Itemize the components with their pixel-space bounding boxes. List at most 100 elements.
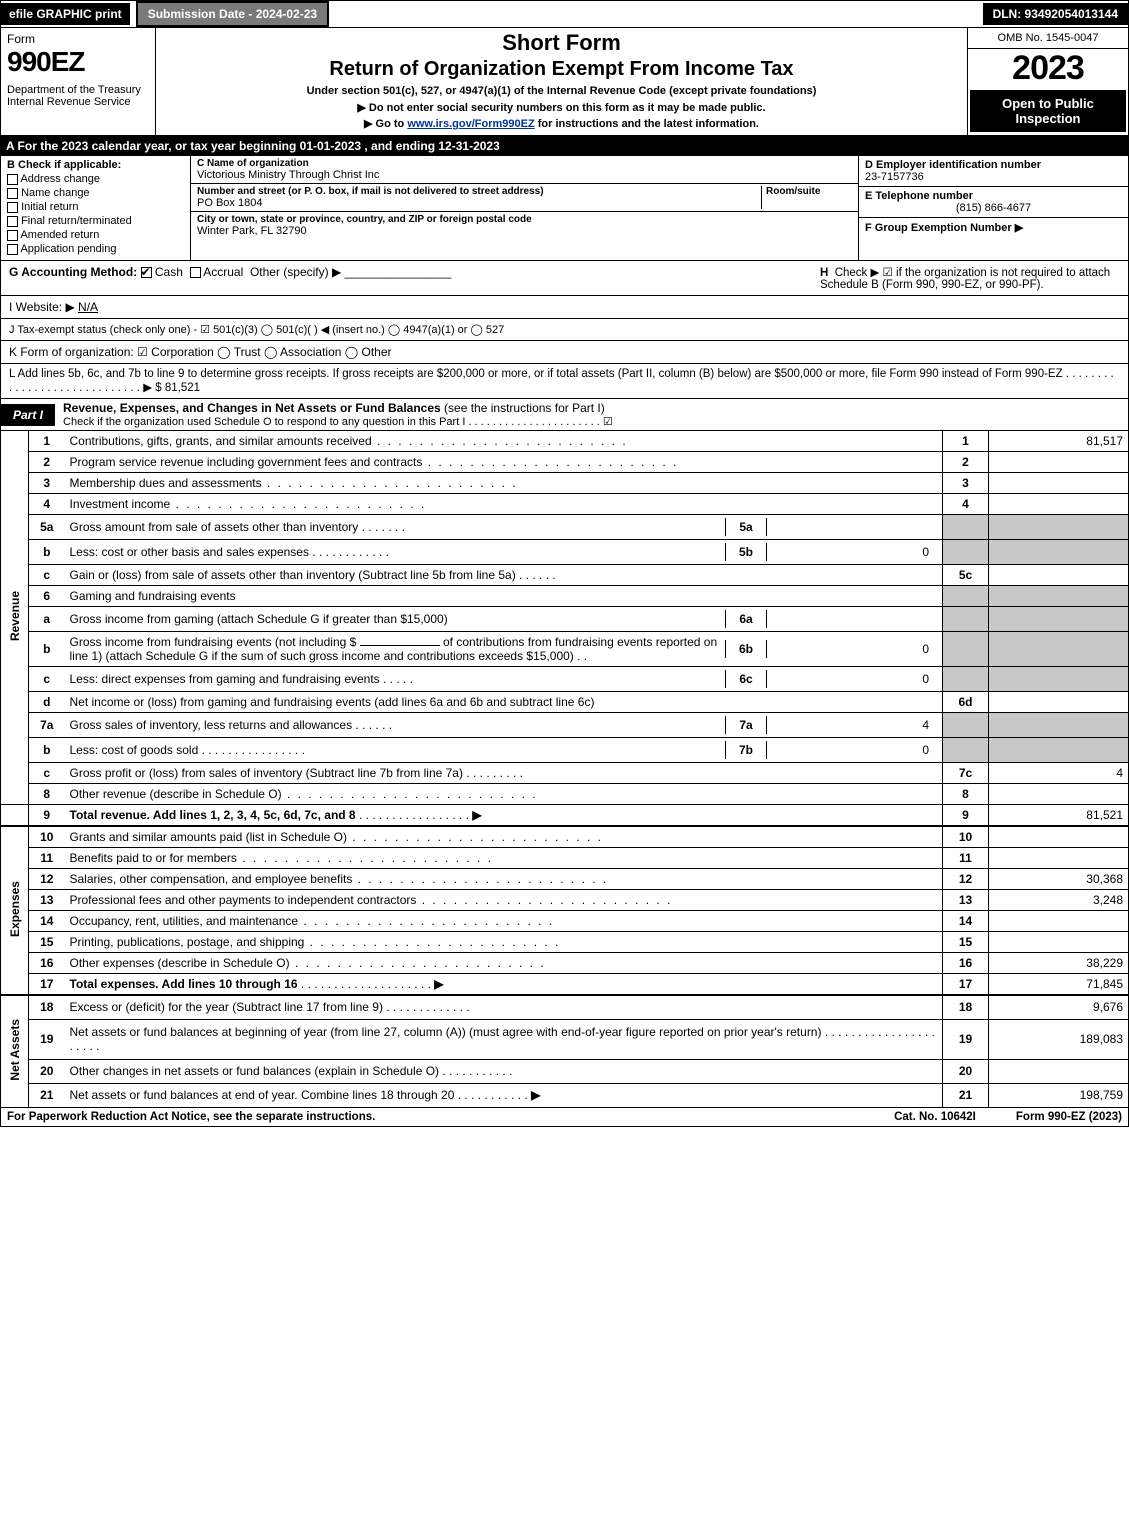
form-word: Form bbox=[7, 32, 149, 46]
website-value: N/A bbox=[78, 300, 98, 314]
chk-accrual[interactable] bbox=[190, 267, 201, 278]
row-7a: 7aGross sales of inventory, less returns… bbox=[1, 713, 1129, 738]
treasury-dept: Department of the Treasury Internal Reve… bbox=[7, 84, 149, 108]
amt-13: 3,248 bbox=[989, 890, 1129, 911]
f-group-lbl: F Group Exemption Number ▶ bbox=[865, 222, 1023, 234]
ein-value: 23-7157736 bbox=[865, 171, 1122, 183]
row-6d: dNet income or (loss) from gaming and fu… bbox=[1, 692, 1129, 713]
row-18: Net Assets 18Excess or (deficit) for the… bbox=[1, 995, 1129, 1019]
right-header: OMB No. 1545-0047 2023 Open to Public In… bbox=[968, 28, 1128, 135]
part-i-header: Part I Revenue, Expenses, and Changes in… bbox=[0, 399, 1129, 431]
amt-21: 198,759 bbox=[989, 1083, 1129, 1107]
org-address: PO Box 1804 bbox=[197, 197, 757, 209]
l-amount: 81,521 bbox=[165, 382, 200, 394]
tax-year: 2023 bbox=[968, 49, 1128, 88]
row-5c: cGain or (loss) from sale of assets othe… bbox=[1, 565, 1129, 586]
form-header: Form 990EZ Department of the Treasury In… bbox=[0, 28, 1129, 136]
goto-note: ▶ Go to www.irs.gov/Form990EZ for instru… bbox=[162, 117, 961, 130]
section-c: C Name of organization Victorious Minist… bbox=[191, 156, 858, 260]
amt-16: 38,229 bbox=[989, 953, 1129, 974]
part-i-title: Revenue, Expenses, and Changes in Net As… bbox=[55, 399, 1128, 430]
chk-name-change[interactable]: Name change bbox=[7, 187, 184, 199]
chk-amended[interactable]: Amended return bbox=[7, 229, 184, 241]
room-suite-hdr: Room/suite bbox=[762, 186, 852, 209]
e-tel-lbl: E Telephone number bbox=[865, 190, 1122, 202]
h-label: H bbox=[820, 267, 828, 279]
row-8: 8Other revenue (describe in Schedule O)8 bbox=[1, 784, 1129, 805]
line-a: A For the 2023 calendar year, or tax yea… bbox=[0, 136, 1129, 156]
line-k: K Form of organization: ☑ Corporation ◯ … bbox=[0, 341, 1129, 364]
chk-pending[interactable]: Application pending bbox=[7, 243, 184, 255]
row-15: 15Printing, publications, postage, and s… bbox=[1, 932, 1129, 953]
section-def: D Employer identification number 23-7157… bbox=[858, 156, 1128, 260]
part-i-sub: Check if the organization used Schedule … bbox=[63, 415, 1120, 428]
amt-9: 81,521 bbox=[989, 805, 1129, 827]
row-13: 13Professional fees and other payments t… bbox=[1, 890, 1129, 911]
row-12: 12Salaries, other compensation, and empl… bbox=[1, 869, 1129, 890]
chk-cash[interactable] bbox=[141, 267, 152, 278]
irs-link[interactable]: www.irs.gov/Form990EZ bbox=[407, 118, 534, 130]
revenue-side: Revenue bbox=[8, 571, 22, 661]
chk-address-change[interactable]: Address change bbox=[7, 173, 184, 185]
c-name-hdr: C Name of organization bbox=[197, 158, 852, 169]
paperwork-notice: For Paperwork Reduction Act Notice, see … bbox=[7, 1111, 375, 1123]
bcd-grid: B Check if applicable: Address change Na… bbox=[0, 156, 1129, 261]
goto-pre: ▶ Go to bbox=[364, 118, 407, 130]
amt-18: 9,676 bbox=[989, 995, 1129, 1019]
short-form-title: Short Form bbox=[162, 30, 961, 56]
section-b: B Check if applicable: Address change Na… bbox=[1, 156, 191, 260]
row-1: Revenue 1Contributions, gifts, grants, a… bbox=[1, 431, 1129, 452]
row-20: 20Other changes in net assets or fund ba… bbox=[1, 1059, 1129, 1083]
row-11: 11Benefits paid to or for members11 bbox=[1, 848, 1129, 869]
cat-no: Cat. No. 10642I bbox=[894, 1111, 976, 1123]
org-city: Winter Park, FL 32790 bbox=[197, 225, 852, 237]
i-label: I Website: ▶ bbox=[9, 300, 75, 314]
row-3: 3Membership dues and assessments3 bbox=[1, 473, 1129, 494]
row-6: 6Gaming and fundraising events bbox=[1, 586, 1129, 607]
amt-17: 71,845 bbox=[989, 974, 1129, 996]
org-name: Victorious Ministry Through Christ Inc bbox=[197, 169, 852, 181]
row-6b: bGross income from fundraising events (n… bbox=[1, 632, 1129, 667]
expenses-side: Expenses bbox=[8, 861, 22, 957]
row-10: Expenses 10Grants and similar amounts pa… bbox=[1, 826, 1129, 848]
row-17: 17Total expenses. Add lines 10 through 1… bbox=[1, 974, 1129, 996]
row-14: 14Occupancy, rent, utilities, and mainte… bbox=[1, 911, 1129, 932]
form-ref: Form 990-EZ (2023) bbox=[1016, 1111, 1122, 1123]
chk-final-return[interactable]: Final return/terminated bbox=[7, 215, 184, 227]
submission-date: Submission Date - 2024-02-23 bbox=[136, 1, 329, 27]
g-label: G Accounting Method: bbox=[9, 265, 137, 279]
row-6c: cLess: direct expenses from gaming and f… bbox=[1, 667, 1129, 692]
row-5a: 5aGross amount from sale of assets other… bbox=[1, 515, 1129, 540]
form-id-block: Form 990EZ Department of the Treasury In… bbox=[1, 28, 156, 135]
amt-19: 189,083 bbox=[989, 1019, 1129, 1059]
tel-value: (815) 866-4677 bbox=[865, 202, 1122, 214]
line-i: I Website: ▶ N/A bbox=[0, 296, 1129, 318]
row-16: 16Other expenses (describe in Schedule O… bbox=[1, 953, 1129, 974]
netassets-side: Net Assets bbox=[8, 999, 22, 1101]
goto-post: for instructions and the latest informat… bbox=[535, 118, 759, 130]
line-j: J Tax-exempt status (check only one) - ☑… bbox=[0, 318, 1129, 341]
line-gh: G Accounting Method: Cash Accrual Other … bbox=[0, 261, 1129, 296]
omb-number: OMB No. 1545-0047 bbox=[968, 28, 1128, 49]
top-bar: efile GRAPHIC print Submission Date - 20… bbox=[0, 0, 1129, 28]
title-block: Short Form Return of Organization Exempt… bbox=[156, 28, 968, 135]
row-7c: cGross profit or (loss) from sales of in… bbox=[1, 763, 1129, 784]
h-text: Check ▶ ☑ if the organization is not req… bbox=[820, 267, 1110, 291]
public-inspection-badge: Open to Public Inspection bbox=[970, 90, 1126, 132]
row-19: 19Net assets or fund balances at beginni… bbox=[1, 1019, 1129, 1059]
efile-label[interactable]: efile GRAPHIC print bbox=[1, 3, 130, 25]
amt-12: 30,368 bbox=[989, 869, 1129, 890]
row-5b: bLess: cost or other basis and sales exp… bbox=[1, 540, 1129, 565]
ssn-warning: ▶ Do not enter social security numbers o… bbox=[162, 101, 961, 114]
chk-initial-return[interactable]: Initial return bbox=[7, 201, 184, 213]
dln-label: DLN: 93492054013144 bbox=[983, 3, 1128, 25]
under-section: Under section 501(c), 527, or 4947(a)(1)… bbox=[162, 85, 961, 97]
amt-7c: 4 bbox=[989, 763, 1129, 784]
main-title: Return of Organization Exempt From Incom… bbox=[162, 58, 961, 81]
c-city-hdr: City or town, state or province, country… bbox=[197, 214, 852, 225]
amt-1: 81,517 bbox=[989, 431, 1129, 452]
row-7b: bLess: cost of goods sold . . . . . . . … bbox=[1, 738, 1129, 763]
g-other: Other (specify) ▶ bbox=[250, 265, 341, 279]
c-addr-hdr: Number and street (or P. O. box, if mail… bbox=[197, 186, 757, 197]
part-i-table: Revenue 1Contributions, gifts, grants, a… bbox=[0, 431, 1129, 1108]
